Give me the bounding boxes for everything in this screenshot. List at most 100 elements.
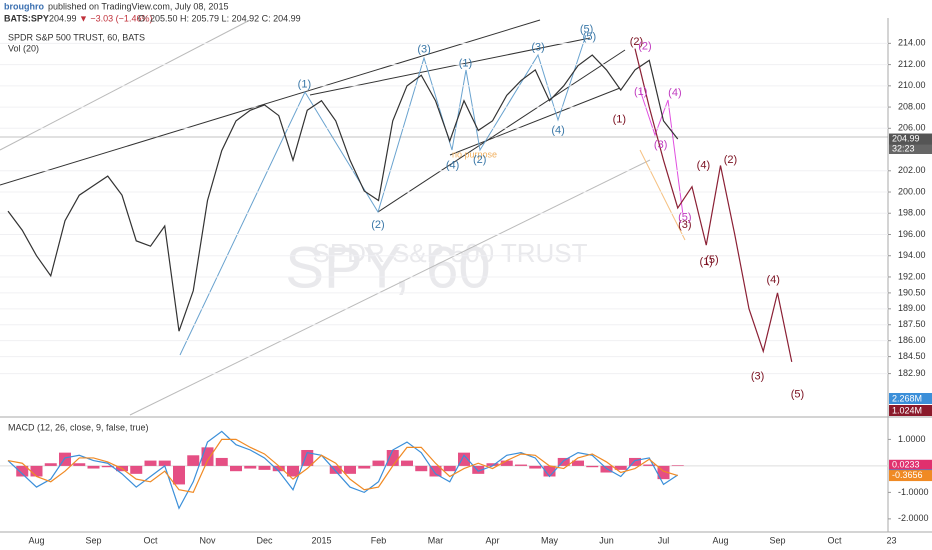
histogram-bar bbox=[73, 463, 86, 466]
x-tick-label: Oct bbox=[143, 535, 158, 545]
wave-label: (4) bbox=[551, 124, 564, 136]
x-tick-label: Apr bbox=[485, 535, 499, 545]
wave-label: (2) bbox=[473, 154, 486, 166]
last-badge-label: 0.0233 bbox=[892, 460, 920, 470]
last-badge-label: 204.99 bbox=[892, 133, 920, 143]
wave-label: (1) bbox=[459, 57, 472, 69]
ohlc: O: 205.50 H: 205.79 L: 204.92 C: 204.99 bbox=[138, 13, 301, 23]
y-tick-label: 186.00 bbox=[898, 335, 926, 345]
histogram-bar bbox=[329, 465, 342, 474]
histogram-bar bbox=[344, 465, 356, 474]
vol-badge bbox=[889, 405, 932, 416]
vol-label: Vol (20) bbox=[8, 43, 39, 53]
trend-line bbox=[0, 19, 541, 186]
histogram-bar bbox=[401, 460, 413, 466]
histogram-bar bbox=[30, 465, 43, 477]
x-tick-label: Oct bbox=[827, 535, 842, 545]
wave-label: (5) bbox=[678, 211, 691, 223]
x-tick-label: Jul bbox=[658, 535, 670, 545]
histogram-bar bbox=[258, 465, 271, 470]
histogram-bar bbox=[201, 447, 214, 466]
wave-label: (2) bbox=[724, 154, 737, 166]
histogram-bar bbox=[429, 465, 442, 477]
wave-label: (4) bbox=[446, 159, 459, 171]
change: ▼ −3.03 (−1.46%) bbox=[79, 13, 152, 23]
wave-label: (5) bbox=[705, 254, 718, 266]
y-tick-label: -1.0000 bbox=[898, 487, 929, 497]
y-tick-label: 1.0000 bbox=[898, 434, 926, 444]
series-line bbox=[7, 430, 679, 510]
x-tick-label: Sep bbox=[85, 535, 101, 545]
last-badge bbox=[889, 459, 932, 471]
histogram-bar bbox=[230, 465, 242, 472]
y-tick-label: 187.50 bbox=[898, 319, 926, 329]
histogram-bar bbox=[515, 464, 527, 466]
y-tick-label: 196.00 bbox=[898, 229, 926, 239]
histogram-bar bbox=[173, 465, 185, 485]
watermark-symbol: SPY, 60 bbox=[285, 235, 490, 300]
y-tick-label: 194.00 bbox=[898, 250, 926, 260]
wave-path bbox=[639, 89, 684, 216]
wave-label: (3) bbox=[751, 371, 764, 383]
y-tick-label: 200.00 bbox=[898, 186, 926, 196]
study: SPDR S&P 500 TRUST, 60, BATS bbox=[8, 32, 145, 42]
trend-line bbox=[377, 49, 626, 213]
wave-label: (3) bbox=[678, 219, 691, 231]
histogram-bar bbox=[472, 465, 485, 474]
wave-label: (2) bbox=[371, 219, 384, 231]
histogram-bar bbox=[87, 465, 100, 469]
histogram-bar bbox=[529, 465, 542, 469]
y-tick-label: -2.0000 bbox=[898, 513, 929, 523]
wave-label: (3) bbox=[417, 44, 430, 56]
wave-label: (1) bbox=[613, 114, 626, 126]
wave-label: (5) bbox=[791, 389, 804, 401]
vol-badge-label: 1.024M bbox=[892, 405, 922, 415]
histogram-bar bbox=[671, 465, 684, 466]
histogram-bar bbox=[415, 465, 428, 472]
wave-label: (5) bbox=[583, 31, 596, 43]
wave-label: (5) bbox=[580, 23, 593, 35]
vol-badge-label: 2.268M bbox=[892, 393, 922, 403]
trend-line bbox=[129, 159, 651, 416]
wave-label: (4) bbox=[697, 159, 710, 171]
last-badge bbox=[889, 470, 932, 482]
wave-label: (3) bbox=[654, 139, 667, 151]
x-tick-label: Feb bbox=[371, 535, 387, 545]
histogram-bar bbox=[572, 460, 584, 466]
histogram-bar bbox=[158, 460, 171, 466]
last-badge bbox=[889, 133, 932, 145]
histogram-bar bbox=[44, 463, 57, 466]
y-tick-label: 202.00 bbox=[898, 165, 926, 175]
histogram-bar bbox=[557, 457, 570, 466]
wave-label: (3) bbox=[531, 42, 544, 54]
y-tick-label: 208.00 bbox=[898, 101, 926, 111]
histogram-bar bbox=[643, 464, 656, 466]
timer-badge bbox=[889, 143, 932, 154]
pane-title: MACD (12, 26, close, 9, false, true) bbox=[8, 422, 149, 432]
x-tick-label: 2015 bbox=[311, 535, 331, 545]
series-line bbox=[7, 438, 678, 494]
user[interactable]: broughro bbox=[4, 1, 44, 11]
histogram-bar bbox=[144, 460, 157, 466]
timer: 32:23 bbox=[892, 143, 915, 153]
x-tick-label: Mar bbox=[428, 535, 444, 545]
y-tick-label: 214.00 bbox=[898, 38, 926, 48]
last: 204.99 bbox=[49, 13, 77, 23]
last-badge-label: -0.3656 bbox=[892, 470, 923, 480]
series-line bbox=[7, 54, 679, 332]
histogram-bar bbox=[443, 465, 456, 472]
wave-label: (2) bbox=[630, 36, 643, 48]
x-tick-label: Dec bbox=[256, 535, 273, 545]
histogram-bar bbox=[614, 465, 627, 470]
wave-label: (4) bbox=[766, 274, 779, 286]
series-line bbox=[634, 48, 793, 363]
note: no purpose bbox=[452, 149, 497, 159]
published: published on TradingView.com, July 08, 2… bbox=[48, 1, 228, 11]
x-tick-label: Jun bbox=[599, 535, 614, 545]
histogram-bar bbox=[486, 463, 499, 466]
histogram-bar bbox=[130, 465, 143, 474]
y-tick-label: 212.00 bbox=[898, 59, 926, 69]
histogram-bar bbox=[458, 452, 470, 466]
histogram-bar bbox=[358, 465, 371, 469]
